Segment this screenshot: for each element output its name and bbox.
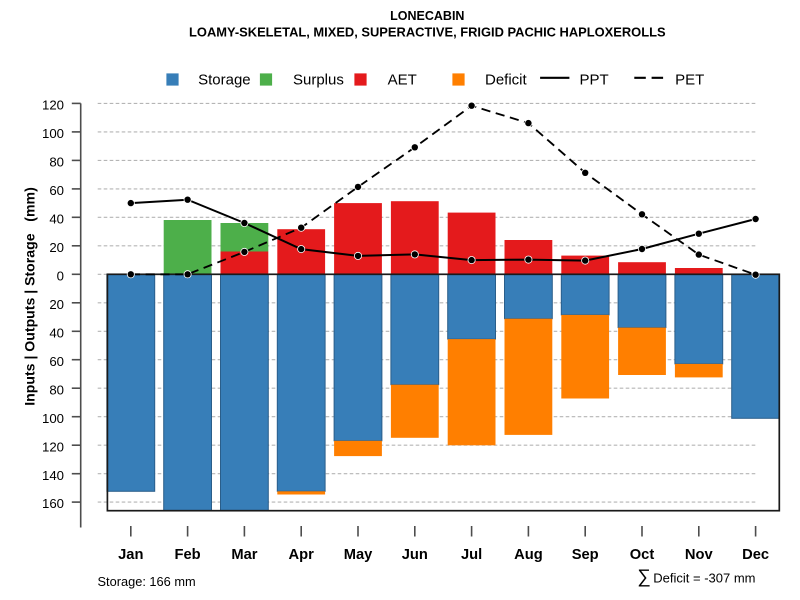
svg-text:PET: PET	[675, 71, 704, 88]
svg-text:LOAMY-SKELETAL, MIXED, SUPERAC: LOAMY-SKELETAL, MIXED, SUPERACTIVE, FRIG…	[189, 25, 666, 40]
svg-text:Oct: Oct	[630, 547, 655, 563]
svg-text:Inputs | Outputs | Storage (: Inputs | Outputs | Storage (mm)	[22, 187, 38, 406]
svg-text:Surplus: Surplus	[293, 71, 344, 88]
svg-text:120: 120	[42, 98, 64, 113]
svg-text:Feb: Feb	[175, 547, 201, 563]
svg-text:80: 80	[49, 382, 64, 397]
svg-text:80: 80	[49, 155, 64, 170]
svg-text:160: 160	[42, 496, 64, 511]
svg-text:100: 100	[42, 411, 64, 426]
svg-text:Jul: Jul	[461, 547, 482, 563]
svg-text:∑Deficit = -307 mm: ∑ Deficit = -307 mm	[637, 566, 755, 587]
svg-text:Aug: Aug	[514, 547, 543, 563]
svg-text:60: 60	[49, 354, 64, 369]
svg-text:Mar: Mar	[231, 547, 257, 563]
svg-text:PPT: PPT	[580, 71, 609, 88]
svg-text:Sep: Sep	[572, 547, 599, 563]
svg-text:Jun: Jun	[402, 547, 428, 563]
svg-text:Storage: Storage	[198, 71, 251, 88]
svg-text:Storage: 166 mm: Storage: 166 mm	[98, 574, 196, 589]
svg-text:100: 100	[42, 126, 64, 141]
svg-text:Jan: Jan	[118, 547, 143, 563]
svg-text:Nov: Nov	[685, 547, 714, 563]
svg-text:20: 20	[49, 297, 64, 312]
svg-text:AET: AET	[388, 71, 417, 88]
svg-text:140: 140	[42, 468, 64, 483]
svg-text:40: 40	[49, 325, 64, 340]
svg-text:40: 40	[49, 211, 64, 226]
svg-text:20: 20	[49, 240, 64, 255]
svg-text:May: May	[344, 547, 373, 563]
svg-text:Dec: Dec	[742, 547, 769, 563]
svg-text:Apr: Apr	[289, 547, 315, 563]
svg-text:60: 60	[49, 183, 64, 198]
svg-text:Deficit: Deficit	[485, 71, 528, 88]
svg-text:0: 0	[57, 268, 64, 283]
svg-text:LONECABIN: LONECABIN	[390, 9, 464, 23]
svg-text:120: 120	[42, 439, 64, 454]
